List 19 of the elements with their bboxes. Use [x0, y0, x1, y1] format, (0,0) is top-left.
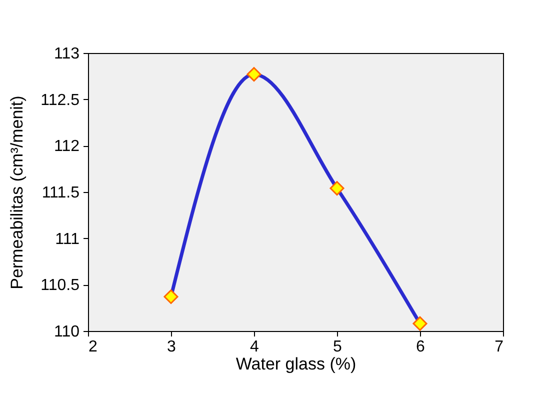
point	[412, 316, 428, 331]
x-tick-label: 6	[416, 338, 426, 356]
y-tick-label: 110.5	[40, 277, 80, 294]
x-tick-label: 7	[494, 338, 504, 356]
y-tick-label: 111	[55, 230, 80, 248]
x-tick-label: 5	[333, 338, 342, 356]
y-tick-label: 112.5	[40, 92, 80, 109]
point	[246, 67, 262, 82]
y-tick-label: 111.5	[42, 184, 80, 202]
x-axis-title: Water glass (%)	[236, 354, 356, 374]
y-axis-title: Permeabilitas (cm³/menit)	[8, 96, 27, 290]
point	[330, 181, 344, 196]
point	[164, 289, 178, 304]
x-tick-label: 4	[250, 338, 260, 356]
y-tick-label: 112	[54, 138, 80, 156]
x-tick-label: 3	[167, 338, 176, 356]
x-tick-label: 2	[88, 338, 98, 356]
y-tick-label: 113	[54, 46, 80, 62]
y-tick-label: 110	[54, 324, 80, 340]
